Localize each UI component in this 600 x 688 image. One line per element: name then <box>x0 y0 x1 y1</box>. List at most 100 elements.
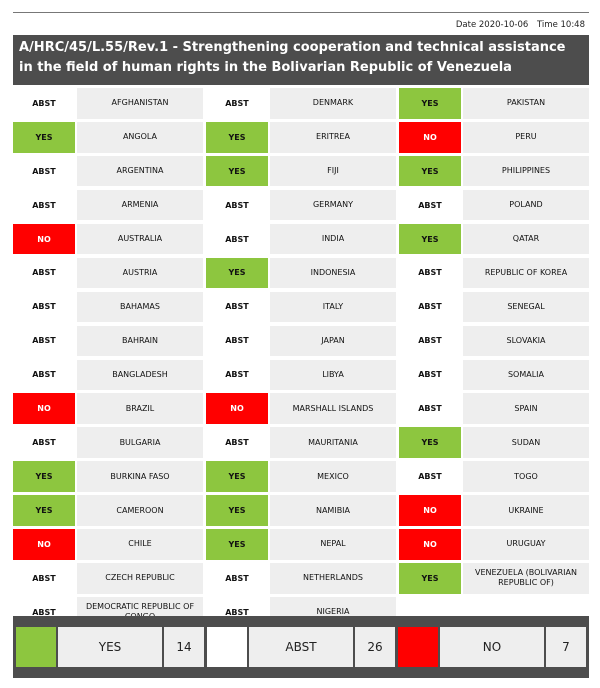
country-name: CHILE <box>77 529 203 560</box>
vote-badge-no: NO <box>13 393 75 425</box>
country-name: ANGOLA <box>77 121 203 153</box>
time-label: Time 10:48 <box>537 20 585 30</box>
country-name: PERU <box>463 121 589 153</box>
country-name: MEXICO <box>270 461 396 492</box>
country-name: MARSHALL ISLANDS <box>270 393 396 425</box>
country-name: PHILIPPINES <box>463 155 589 187</box>
vote-badge-yes: YES <box>13 121 75 153</box>
vote-badge-abst: ABST <box>13 88 75 119</box>
country-name: BURKINA FASO <box>77 461 203 492</box>
summary-swatch-no <box>398 627 438 667</box>
summary-abst: ABST 26 <box>207 627 395 667</box>
vote-row: YES CAMEROON <box>13 495 203 526</box>
vote-badge-no: NO <box>399 121 461 153</box>
top-divider <box>13 12 589 13</box>
vote-badge-no: NO <box>13 223 75 255</box>
vote-badge-abst: ABST <box>206 88 268 119</box>
vote-badge-abst: ABST <box>13 359 75 391</box>
vote-badge-no: NO <box>399 529 461 560</box>
vote-row: NO URUGUAY <box>399 529 589 560</box>
vote-badge-yes: YES <box>206 121 268 153</box>
country-name: POLAND <box>463 189 589 221</box>
country-name: URUGUAY <box>463 529 589 560</box>
vote-row: ABST SLOVAKIA <box>399 325 589 357</box>
country-name: ITALY <box>270 291 396 323</box>
vote-badge-yes: YES <box>13 495 75 526</box>
country-name: SENEGAL <box>463 291 589 323</box>
vote-badge-abst: ABST <box>13 155 75 187</box>
vote-row: ABST LIBYA <box>206 359 396 391</box>
country-name: NETHERLANDS <box>270 563 396 594</box>
country-name: FIJI <box>270 155 396 187</box>
vote-row: NO AUSTRALIA <box>13 223 203 255</box>
country-name: NAMIBIA <box>270 495 396 526</box>
resolution-title: A/HRC/45/L.55/Rev.1 - Strengthening coop… <box>13 35 589 85</box>
vote-row: YES INDONESIA <box>206 257 396 289</box>
country-name: AFGHANISTAN <box>77 88 203 119</box>
vote-row: ABST POLAND <box>399 189 589 221</box>
vote-row: YES VENEZUELA (BOLIVARIAN REPUBLIC OF) <box>399 563 589 594</box>
vote-row: ABST SENEGAL <box>399 291 589 323</box>
vote-row: NO PERU <box>399 121 589 153</box>
datetime-stamp: Date 2020-10-06 Time 10:48 <box>456 20 585 30</box>
country-name: BAHRAIN <box>77 325 203 357</box>
vote-badge-abst: ABST <box>13 257 75 289</box>
country-name: LIBYA <box>270 359 396 391</box>
vote-row: NO CHILE <box>13 529 203 560</box>
vote-badge-abst: ABST <box>206 223 268 255</box>
vote-badge-abst: ABST <box>399 257 461 289</box>
vote-row: ABST MAURITANIA <box>206 427 396 458</box>
vote-row: YES SUDAN <box>399 427 589 458</box>
country-name: SLOVAKIA <box>463 325 589 357</box>
vote-row: YES PAKISTAN <box>399 88 589 119</box>
vote-badge-yes: YES <box>399 563 461 594</box>
vote-row: ABST REPUBLIC OF KOREA <box>399 257 589 289</box>
vote-row: YES QATAR <box>399 223 589 255</box>
country-name: ARMENIA <box>77 189 203 221</box>
vote-badge-abst: ABST <box>399 325 461 357</box>
vote-row: NO UKRAINE <box>399 495 589 526</box>
country-name: ERITREA <box>270 121 396 153</box>
summary-count: 14 <box>164 627 204 667</box>
vote-row: ABST BAHAMAS <box>13 291 203 323</box>
vote-badge-no: NO <box>13 529 75 560</box>
country-name: SOMALIA <box>463 359 589 391</box>
vote-row: YES ANGOLA <box>13 121 203 153</box>
vote-row: ABST JAPAN <box>206 325 396 357</box>
vote-row: ABST GERMANY <box>206 189 396 221</box>
country-name: JAPAN <box>270 325 396 357</box>
summary-yes: YES 14 <box>16 627 204 667</box>
country-name: BRAZIL <box>77 393 203 425</box>
vote-row: YES NEPAL <box>206 529 396 560</box>
vote-badge-abst: ABST <box>399 393 461 425</box>
vote-badge-abst: ABST <box>206 427 268 458</box>
vote-badge-abst: ABST <box>13 427 75 458</box>
vote-badge-abst: ABST <box>13 325 75 357</box>
vote-row: NO MARSHALL ISLANDS <box>206 393 396 425</box>
vote-row: ABST AFGHANISTAN <box>13 88 203 119</box>
country-name: QATAR <box>463 223 589 255</box>
vote-row: YES ERITREA <box>206 121 396 153</box>
vote-grid: ABST AFGHANISTAN ABST DENMARK YES PAKISTAN YES… <box>13 88 589 628</box>
vote-badge-yes: YES <box>206 495 268 526</box>
summary-label: ABST <box>249 627 353 667</box>
summary-count: 26 <box>355 627 395 667</box>
vote-row: ABST TOGO <box>399 461 589 492</box>
vote-row: YES BURKINA FASO <box>13 461 203 492</box>
vote-row: ABST SPAIN <box>399 393 589 425</box>
summary-swatch-yes <box>16 627 56 667</box>
date-label: Date 2020-10-06 <box>455 20 529 30</box>
vote-badge-no: NO <box>206 393 268 425</box>
country-name: CAMEROON <box>77 495 203 526</box>
summary-swatch-abst <box>207 627 247 667</box>
country-name: AUSTRALIA <box>77 223 203 255</box>
summary-count: 7 <box>546 627 586 667</box>
country-name: DENMARK <box>270 88 396 119</box>
vote-badge-abst: ABST <box>206 359 268 391</box>
vote-badge-yes: YES <box>399 427 461 458</box>
vote-row: ABST INDIA <box>206 223 396 255</box>
vote-badge-abst: ABST <box>13 189 75 221</box>
vote-summary-bar: YES 14 ABST 26 NO 7 <box>13 616 589 678</box>
country-name: CZECH REPUBLIC <box>77 563 203 594</box>
vote-badge-yes: YES <box>13 461 75 492</box>
